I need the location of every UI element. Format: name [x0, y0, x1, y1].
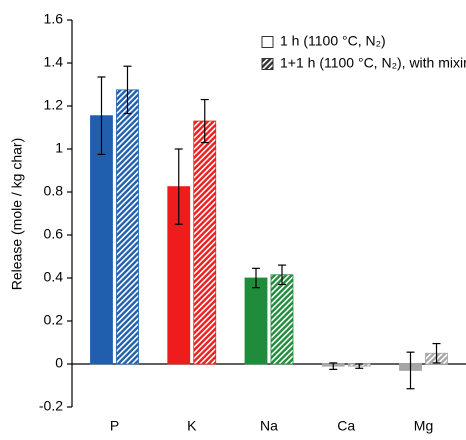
- x-tick-label: Mg: [414, 418, 433, 434]
- error-bar: [97, 76, 106, 155]
- x-tick-label: K: [187, 418, 197, 434]
- y-tick-label: 1.4: [44, 54, 64, 70]
- y-tick-label: 1.2: [44, 97, 64, 113]
- x-tick-label: Na: [260, 418, 278, 434]
- error-bar: [200, 98, 209, 144]
- bar: [193, 120, 217, 365]
- y-tick-label: 1: [55, 140, 63, 156]
- x-tick-label: Ca: [337, 418, 355, 434]
- legend-swatch: [261, 36, 274, 48]
- y-tick-label: 0.8: [44, 183, 64, 199]
- error-bar: [252, 267, 260, 289]
- legend-swatch: [261, 58, 274, 70]
- error-bar: [432, 342, 441, 364]
- error-bar: [355, 363, 364, 369]
- y-tick-label: 1.6: [44, 11, 64, 27]
- y-tick-label: -0.2: [39, 398, 63, 414]
- y-axis-label: Release (mole / kg char): [9, 138, 25, 291]
- y-tick-label: 0.2: [44, 312, 64, 328]
- y-tick-label: 0.4: [44, 269, 64, 285]
- bar: [116, 89, 139, 365]
- error-bar: [278, 264, 286, 286]
- error-bar: [174, 148, 183, 225]
- legend-label: 1+1 h (1100 °C, N₂), with mixing: [280, 55, 466, 71]
- error-bar: [406, 351, 415, 390]
- y-tick-label: 0.6: [44, 226, 64, 242]
- y-tick-label: 0: [55, 355, 63, 371]
- error-bar: [123, 65, 132, 115]
- bar: [270, 274, 294, 365]
- x-tick-label: P: [110, 418, 119, 434]
- legend-label: 1 h (1100 °C, N₂): [280, 33, 386, 49]
- error-bar: [329, 362, 338, 370]
- bar: [244, 277, 268, 365]
